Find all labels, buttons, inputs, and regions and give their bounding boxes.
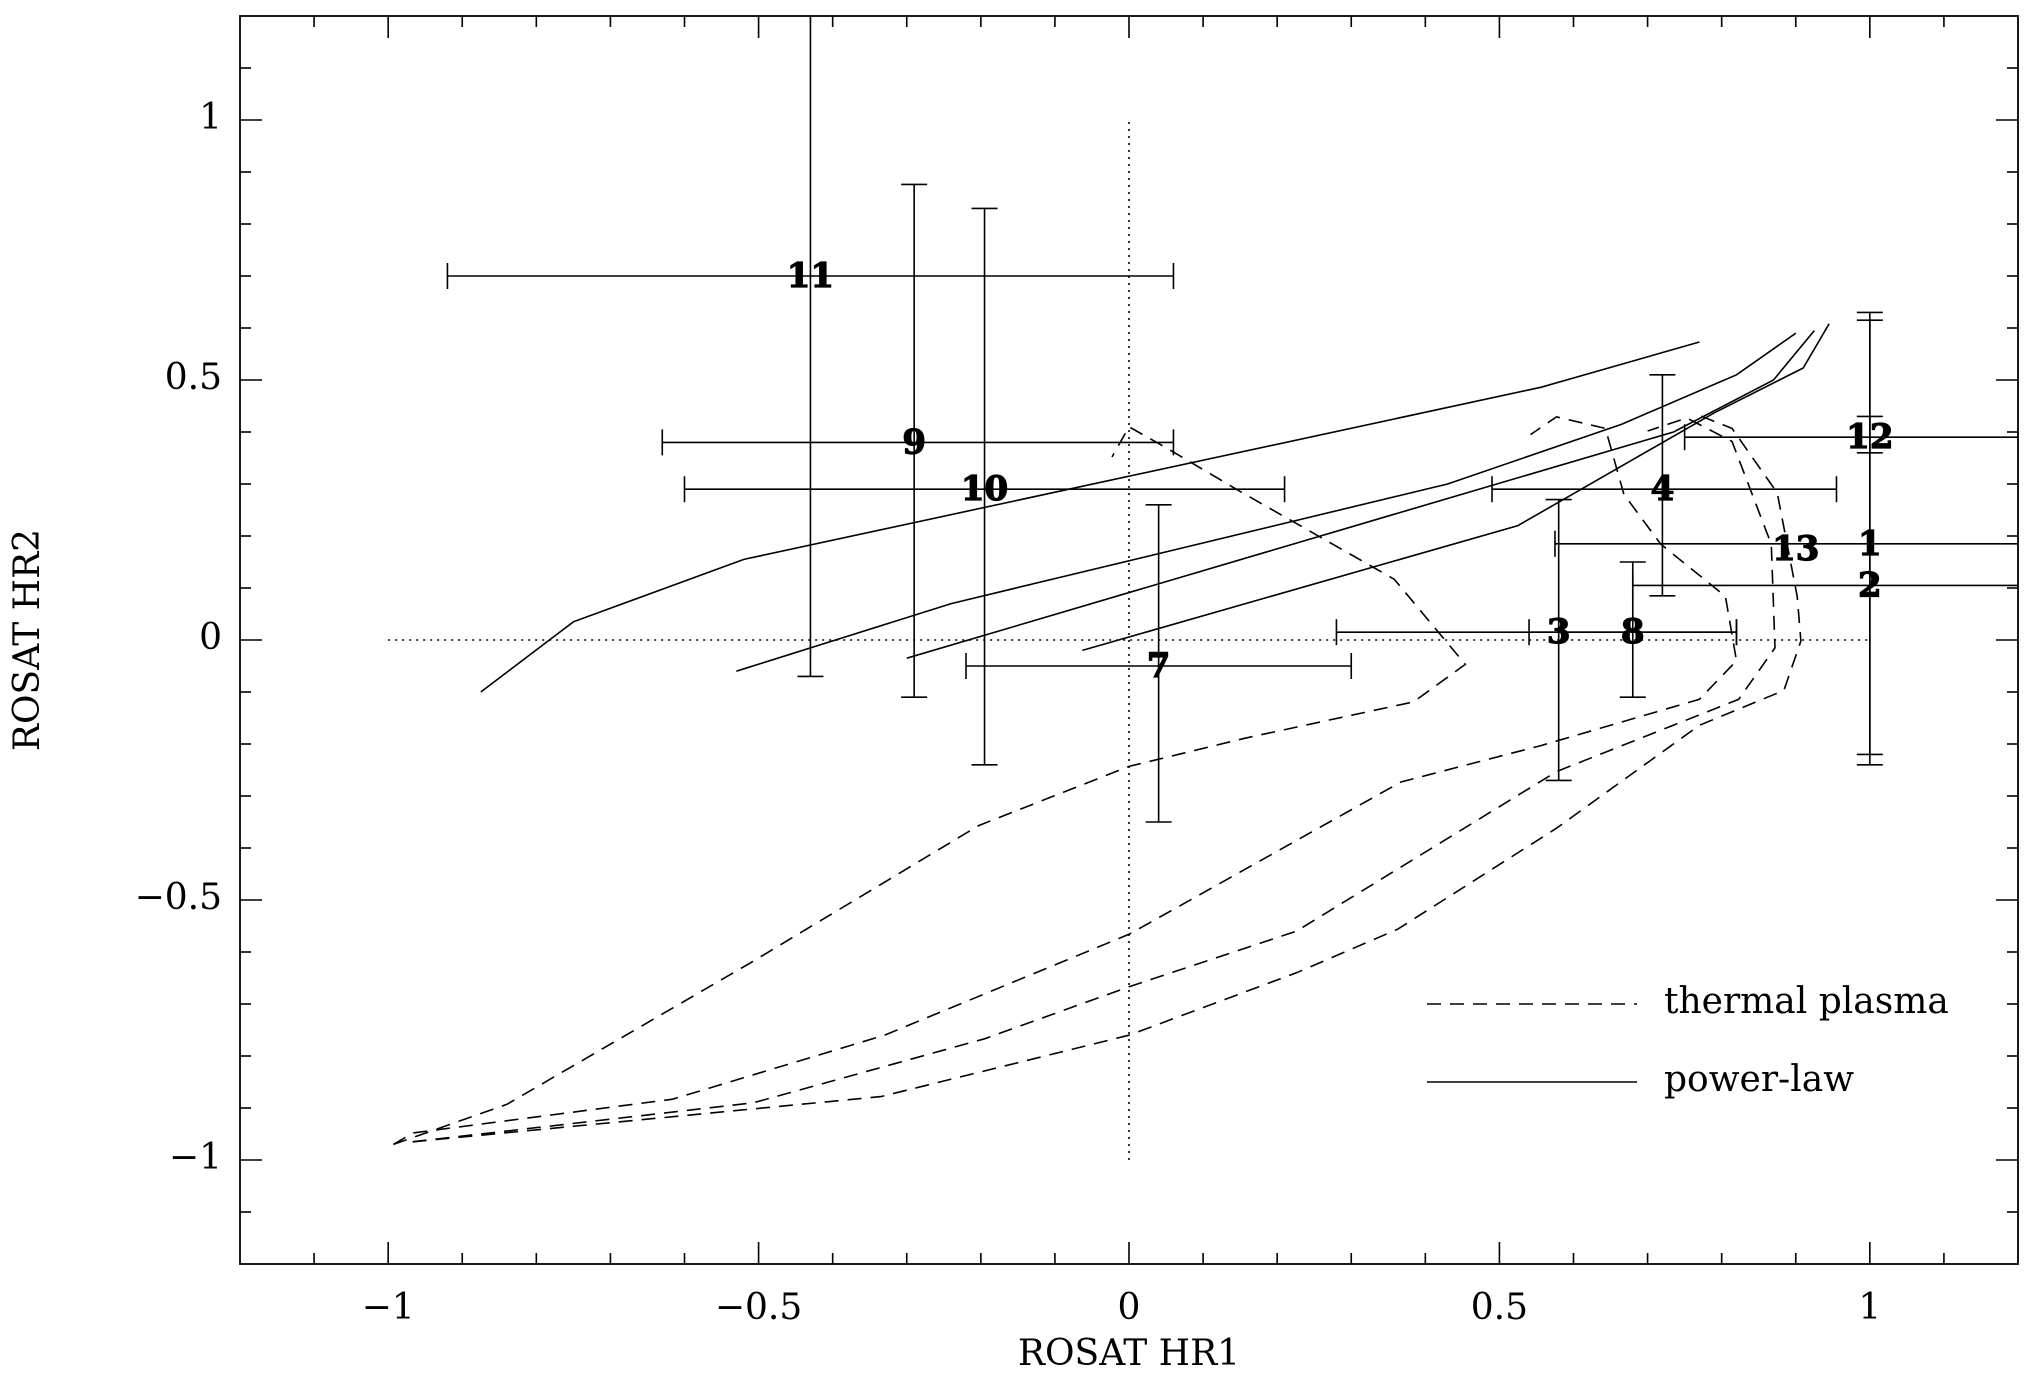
point-label: 12 — [1846, 417, 1893, 457]
model-curve — [412, 414, 1802, 1143]
point-label: 8 — [1621, 612, 1645, 652]
y-tick-label: −1 — [169, 1137, 222, 1178]
point-label: 13 — [1772, 529, 1819, 569]
model-curve — [392, 416, 1738, 1146]
y-tick-label: 1 — [199, 97, 222, 138]
model-curve — [480, 341, 1700, 693]
x-tick-label: −0.5 — [715, 1287, 802, 1328]
x-tick-label: −1 — [362, 1287, 415, 1328]
x-tick-label: 1 — [1858, 1287, 1881, 1328]
point-label: 9 — [902, 422, 926, 462]
y-tick-label: 0 — [199, 617, 222, 658]
y-tick-label: −0.5 — [135, 877, 222, 918]
model-curve — [393, 425, 1467, 1146]
x-axis-label: ROSAT HR1 — [1018, 1333, 1240, 1374]
point-label: 11 — [787, 256, 834, 296]
model-curve — [906, 330, 1815, 659]
model-curve — [412, 417, 1776, 1143]
model-curve — [1082, 323, 1830, 652]
x-tick-label: 0.5 — [1471, 1287, 1528, 1328]
point-label: 2 — [1858, 565, 1882, 605]
legend-label: thermal plasma — [1664, 981, 1949, 1022]
x-tick-label: 0 — [1118, 1287, 1141, 1328]
point-label: 4 — [1651, 469, 1675, 509]
point-label: 7 — [1147, 646, 1171, 686]
point-label: 10 — [961, 469, 1008, 509]
model-curve — [736, 332, 1797, 672]
legend-label: power-law — [1664, 1059, 1854, 1100]
y-tick-label: 0.5 — [165, 357, 222, 398]
y-axis-label: ROSAT HR2 — [7, 529, 48, 751]
